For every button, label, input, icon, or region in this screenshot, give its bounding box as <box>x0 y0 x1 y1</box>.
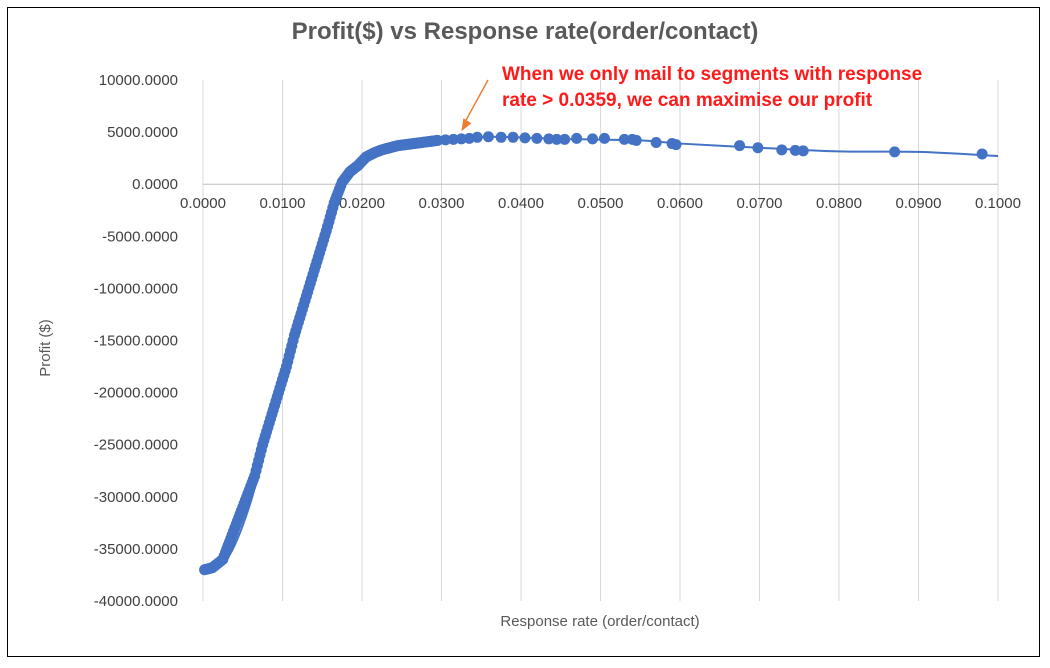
data-point <box>559 133 571 145</box>
data-point <box>551 133 563 145</box>
y-tick-label: 0.0000 <box>132 176 178 193</box>
x-tick-label: 0.0500 <box>578 195 624 212</box>
x-tick-labels: 0.0000 0.0100 0.0200 0.0300 0.0400 0.0500 0.06… <box>180 195 1021 212</box>
gridlines <box>202 80 999 601</box>
annotation-arrow <box>461 79 489 132</box>
y-tick-label: -35000.0000 <box>94 541 178 558</box>
data-point <box>207 562 219 574</box>
annotation-line-1: When we only mail to segments with respo… <box>502 64 923 85</box>
y-tick-label: -20000.0000 <box>94 385 178 402</box>
y-tick-label: -40000.0000 <box>94 593 178 610</box>
data-point <box>432 134 444 146</box>
data-point <box>288 329 300 341</box>
data-point <box>587 133 599 145</box>
data-point <box>312 251 324 263</box>
x-tick-label: 0.0700 <box>737 195 783 212</box>
chart-title: Profit($) vs Response rate(order/contact… <box>291 18 759 45</box>
data-point <box>249 470 261 482</box>
annotation-text: When we only mail to segments with respo… <box>502 62 1032 114</box>
x-tick-label: 0.0200 <box>339 195 385 212</box>
data-point <box>482 131 494 143</box>
x-tick-label: 0.0100 <box>260 195 306 212</box>
data-point <box>273 387 285 399</box>
x-tick-label: 0.0600 <box>657 195 703 212</box>
data-point <box>471 131 483 143</box>
data-point <box>352 159 364 171</box>
y-tick-label: -25000.0000 <box>94 437 178 454</box>
data-point <box>734 140 746 152</box>
y-tick-label: -5000.0000 <box>102 228 178 245</box>
y-tick-label: 5000.0000 <box>107 124 178 141</box>
data-point <box>217 553 229 565</box>
data-point <box>304 277 316 289</box>
data-point <box>241 491 253 503</box>
x-tick-label: 0.0300 <box>419 195 465 212</box>
data-point <box>531 132 543 144</box>
data-point <box>280 361 292 373</box>
data-point <box>598 132 610 144</box>
x-tick-label: 0.0400 <box>498 195 544 212</box>
data-point <box>630 134 642 146</box>
x-tick-label: 0.0800 <box>816 195 862 212</box>
x-axis-title: Response rate (order/contact) <box>500 613 699 630</box>
data-point <box>797 145 809 157</box>
data-point <box>336 176 348 188</box>
y-tick-labels: 10000.0000 5000.0000 0.0000 -5000.0000 -1000… <box>94 72 178 610</box>
x-tick-label: 0.0900 <box>896 195 942 212</box>
chart-frame <box>7 7 1040 657</box>
data-point <box>328 197 340 209</box>
data-point <box>889 146 901 158</box>
data-point <box>789 144 801 156</box>
data-point <box>776 144 788 156</box>
data-point <box>670 139 682 151</box>
arrow-shaft <box>464 79 489 122</box>
data-point <box>618 133 630 145</box>
data-point <box>265 413 277 425</box>
data-point <box>752 142 764 154</box>
data-point <box>257 439 269 451</box>
y-axis-title: Profit ($) <box>37 319 54 377</box>
data-point <box>296 303 308 315</box>
data-point <box>455 133 467 145</box>
x-tick-label: 0.1000 <box>975 195 1021 212</box>
data-point <box>976 148 988 160</box>
data-point <box>344 166 356 178</box>
data-point <box>543 133 555 145</box>
data-point <box>519 132 531 144</box>
x-tick-label: 0.0000 <box>180 195 226 212</box>
data-point <box>447 133 459 145</box>
data-point <box>320 225 332 237</box>
data-point <box>507 131 519 143</box>
y-tick-label: 10000.0000 <box>99 72 178 89</box>
data-point <box>571 132 583 144</box>
y-tick-label: -30000.0000 <box>94 489 178 506</box>
y-tick-label: -10000.0000 <box>94 280 178 297</box>
y-tick-label: -15000.0000 <box>94 333 178 350</box>
data-point <box>650 137 662 149</box>
data-point <box>225 532 237 544</box>
marker-band <box>200 135 442 575</box>
arrow-head <box>461 118 472 132</box>
data-point <box>439 134 451 146</box>
data-point <box>495 131 507 143</box>
data-series <box>199 131 999 576</box>
data-point <box>233 512 245 524</box>
annotation-line-2: rate > 0.0359, we can maximise our profi… <box>502 90 873 111</box>
